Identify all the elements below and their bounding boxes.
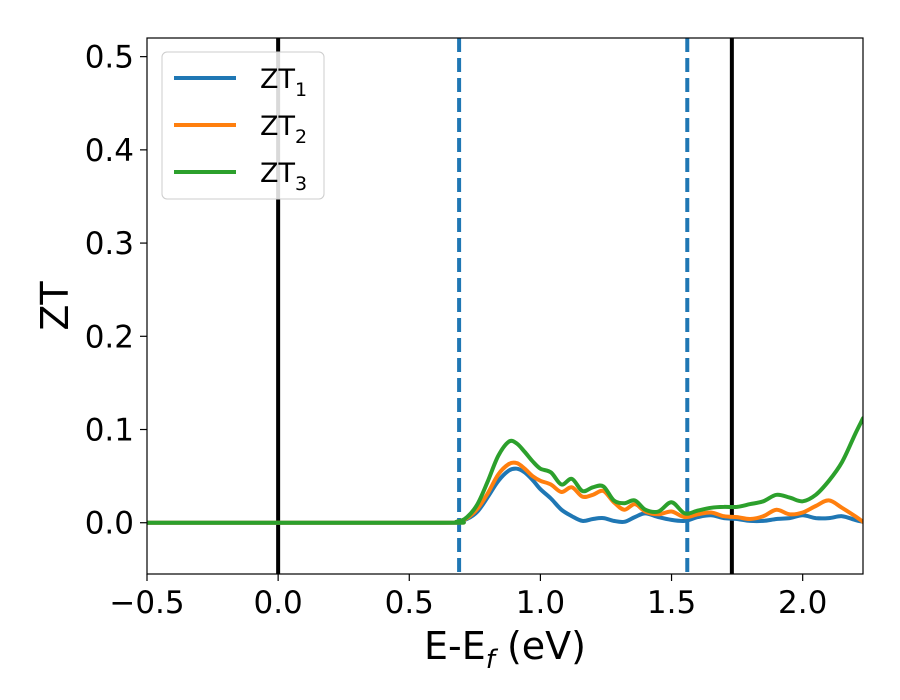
vertical-lines: [276, 38, 734, 574]
y-tick-label: 0.5: [85, 40, 134, 76]
series-line-zt2: [147, 460, 863, 525]
y-tick-label: 0.4: [85, 133, 134, 169]
y-axis-ticks: 0.0 0.1 0.2 0.3 0.4 0.5: [85, 40, 147, 542]
x-axis-title: E-Ef (eV): [424, 624, 586, 675]
legend-label-zt2: ZT2: [260, 111, 307, 148]
x-axis-title-unit: (eV): [495, 624, 586, 668]
legend-label-sub: 1: [295, 79, 307, 101]
x-tick-label: 2.0: [778, 585, 827, 621]
x-tick-label: 0.5: [385, 585, 434, 621]
legend-label-zt3: ZT3: [260, 158, 307, 195]
legend-label-main: ZT: [260, 111, 295, 142]
x-axis-ticks: −0.5 0.0 0.5 1.0 1.5 2.0: [109, 574, 827, 621]
x-tick-label: −0.5: [109, 585, 184, 621]
y-axis-title: ZT: [33, 281, 77, 331]
legend-label-zt1: ZT1: [260, 64, 307, 101]
legend-label-main: ZT: [260, 158, 295, 189]
x-tick-label: 1.0: [516, 585, 565, 621]
x-axis-title-main: E-E: [424, 624, 486, 668]
legend-box: [161, 51, 325, 200]
y-tick-label: 0.2: [85, 319, 134, 355]
y-tick-label: 0.0: [85, 506, 134, 542]
legend-label-main: ZT: [260, 64, 295, 95]
legend-label-sub: 2: [295, 126, 307, 148]
series-line-zt1: [147, 466, 863, 525]
y-tick-label: 0.3: [85, 226, 134, 262]
legend-label-sub: 3: [295, 173, 307, 195]
axes-frame: [146, 37, 864, 575]
series-lines: [147, 416, 863, 525]
x-tick-label: 0.0: [253, 585, 302, 621]
series-line-zt3: [147, 416, 863, 525]
x-tick-label: 1.5: [647, 585, 696, 621]
y-tick-label: 0.1: [85, 413, 134, 449]
